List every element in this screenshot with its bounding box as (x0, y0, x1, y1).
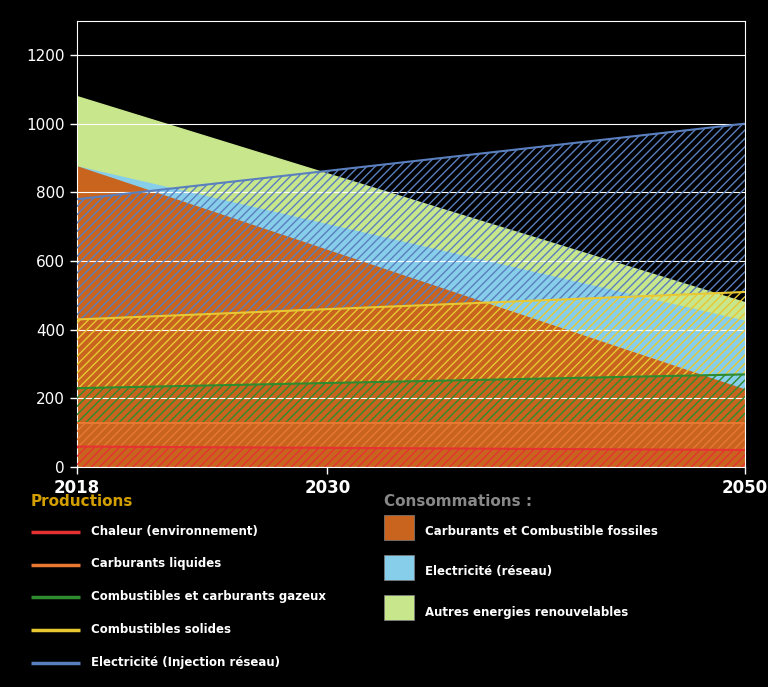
Bar (384, 515, 414, 540)
Text: Chaleur (environnement): Chaleur (environnement) (91, 525, 257, 538)
Text: Electricité (Injection réseau): Electricité (Injection réseau) (91, 655, 280, 668)
Text: Consommations :: Consommations : (384, 493, 532, 508)
Text: Combustibles et carburants gazeux: Combustibles et carburants gazeux (91, 590, 326, 603)
Text: Electricité (réseau): Electricité (réseau) (425, 565, 552, 578)
Bar (384, 555, 414, 580)
Text: Carburants et Combustible fossiles: Carburants et Combustible fossiles (425, 525, 658, 538)
Bar (384, 596, 414, 620)
Text: Productions: Productions (31, 493, 133, 508)
Text: Autres energies renouvelables: Autres energies renouvelables (425, 605, 629, 618)
Text: Carburants liquides: Carburants liquides (91, 557, 221, 570)
Text: Combustibles solides: Combustibles solides (91, 623, 230, 636)
